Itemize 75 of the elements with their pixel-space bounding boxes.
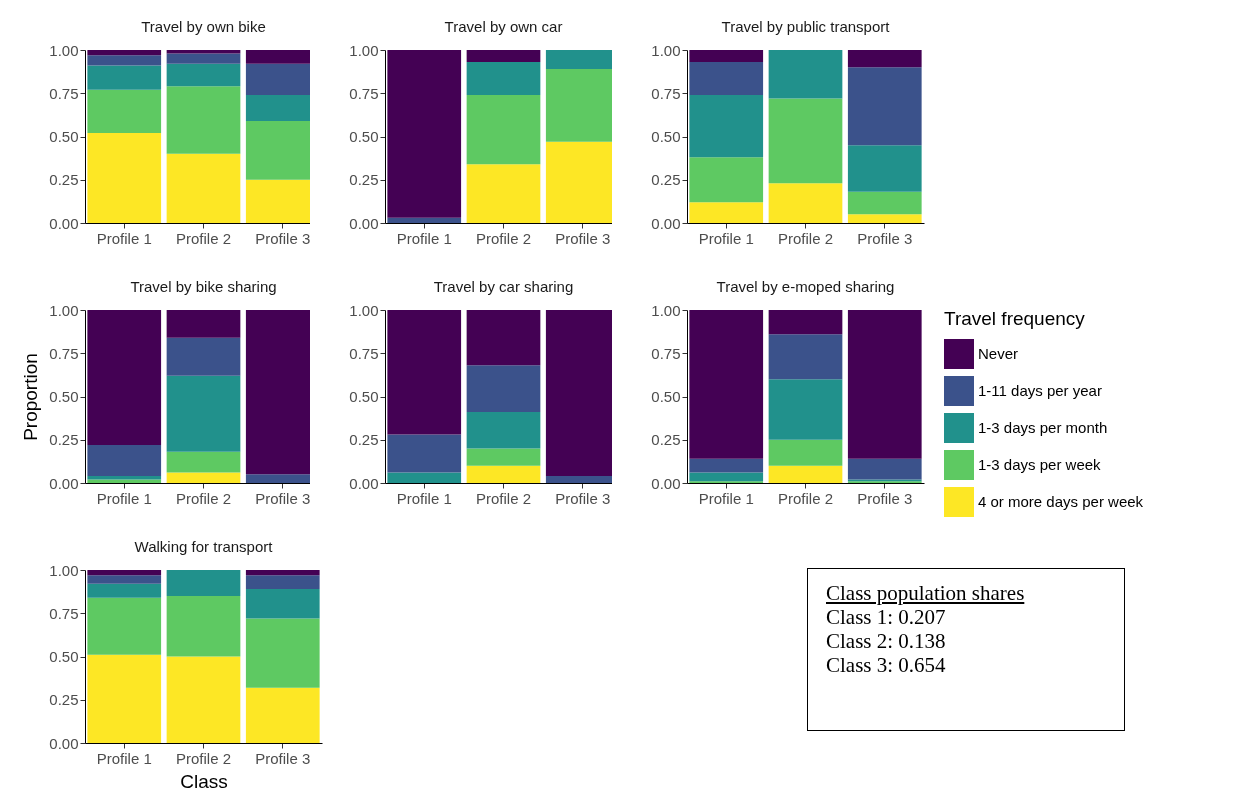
x-tick-label: Profile 2 (777, 489, 834, 507)
x-tick-label: Profile 1 (96, 489, 152, 507)
legend-label: 1-3 days per month (978, 419, 1108, 436)
y-tick-label: 1.00 (49, 561, 79, 579)
y-tick-label: 1.00 (651, 41, 681, 59)
x-tick-label: Profile 2 (175, 489, 232, 507)
y-tick-label: 0.75 (651, 344, 681, 362)
x-tick-label: Profile 2 (175, 749, 232, 767)
y-tick-label: 0.25 (349, 171, 379, 189)
y-tick-label: 0.25 (49, 691, 79, 709)
y-tick-label: 0.00 (49, 214, 79, 232)
chart-title: Travel by own car (444, 18, 563, 35)
x-axis-title: Class (180, 770, 228, 792)
y-tick-label: 0.75 (349, 344, 379, 362)
text: Class population shares (826, 581, 1026, 605)
x-tick-label: Profile 2 (175, 229, 232, 247)
legend-label: 4 or more days per week (978, 493, 1144, 510)
legend-title: Travel frequency (944, 308, 1086, 329)
legend-label: Never (978, 345, 1019, 362)
y-tick-label: 0.75 (49, 84, 79, 102)
x-tick-label: Profile 1 (698, 489, 754, 507)
text: Class 1: 0.207 (826, 605, 947, 629)
y-tick-label: 0.00 (349, 214, 379, 232)
chart-title: Travel by own bike (141, 18, 266, 35)
y-tick-label: 0.75 (49, 344, 79, 362)
y-tick-label: 0.00 (651, 214, 681, 232)
y-tick-label: 0.50 (651, 388, 681, 405)
y-tick-label: 0.75 (349, 84, 379, 102)
x-tick-label: Profile 3 (857, 229, 913, 247)
chart-title: Travel by car sharing (433, 278, 574, 295)
y-tick-label: 1.00 (349, 301, 379, 319)
y-tick-label: 0.25 (651, 431, 681, 449)
legend-label: 1-11 days per year (978, 382, 1102, 399)
y-tick-label: 1.00 (49, 301, 79, 319)
y-tick-label: 0.50 (49, 128, 79, 145)
chart-title: Travel by public transport (721, 18, 891, 35)
y-tick-label: 0.25 (651, 171, 681, 189)
text: Class 2: 0.138 (826, 629, 947, 653)
x-tick-label: Profile 3 (555, 489, 611, 507)
x-tick-label: Profile 1 (396, 489, 452, 507)
y-tick-label: 0.00 (349, 474, 379, 492)
chart-title: Walking for transport (134, 538, 274, 555)
y-tick-label: 0.25 (349, 431, 379, 449)
x-tick-label: Profile 1 (96, 229, 152, 247)
y-tick-label: 0.75 (49, 604, 79, 622)
x-tick-label: Profile 3 (255, 489, 311, 507)
y-tick-label: 0.50 (349, 128, 379, 145)
y-tick-label: 0.00 (651, 474, 681, 492)
x-tick-label: Profile 1 (96, 749, 152, 767)
x-tick-label: Profile 1 (396, 229, 452, 247)
chart-title: Travel by bike sharing (130, 278, 277, 295)
x-tick-label: Profile 1 (698, 229, 754, 247)
y-tick-label: 0.50 (651, 128, 681, 145)
y-tick-label: 1.00 (349, 41, 379, 59)
y-tick-label: 0.00 (49, 474, 79, 492)
chart-title: Travel by e-moped sharing (716, 278, 895, 295)
y-tick-label: 0.50 (49, 388, 79, 405)
x-tick-label: Profile 2 (475, 489, 532, 507)
x-tick-label: Profile 3 (255, 229, 311, 247)
legend-label: 1-3 days per week (978, 456, 1102, 473)
x-tick-label: Profile 3 (555, 229, 611, 247)
x-tick-label: Profile 2 (777, 229, 834, 247)
y-tick-label: 1.00 (651, 301, 681, 319)
x-tick-label: Profile 3 (255, 749, 311, 767)
x-tick-label: Profile 2 (475, 229, 532, 247)
y-tick-label: 1.00 (49, 41, 79, 59)
y-tick-label: 0.25 (49, 431, 79, 449)
y-axis-title: Proportion (20, 353, 42, 441)
y-tick-label: 0.75 (651, 84, 681, 102)
y-tick-label: 0.50 (49, 648, 79, 665)
x-tick-label: Profile 3 (857, 489, 913, 507)
text: Class 3: 0.654 (826, 653, 947, 677)
y-tick-label: 0.25 (49, 171, 79, 189)
y-tick-label: 0.50 (349, 388, 379, 405)
y-tick-label: 0.00 (49, 734, 79, 752)
